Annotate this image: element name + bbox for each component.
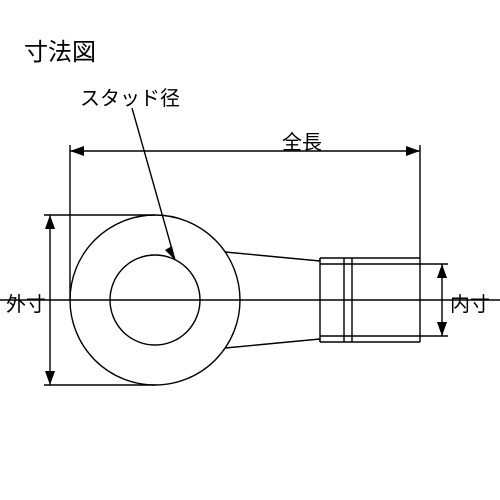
totlen-arrow-left [70, 146, 84, 156]
neck-bottom-line [225, 339, 320, 348]
outer-arrow-bottom [45, 371, 55, 385]
dimension-diagram [0, 0, 500, 500]
neck-top-line [225, 252, 320, 261]
inner-arrow-bottom [437, 322, 447, 336]
outer-arrow-top [45, 215, 55, 229]
totlen-arrow-right [406, 146, 420, 156]
inner-arrow-top [437, 264, 447, 278]
stud-leader-line [132, 108, 175, 260]
